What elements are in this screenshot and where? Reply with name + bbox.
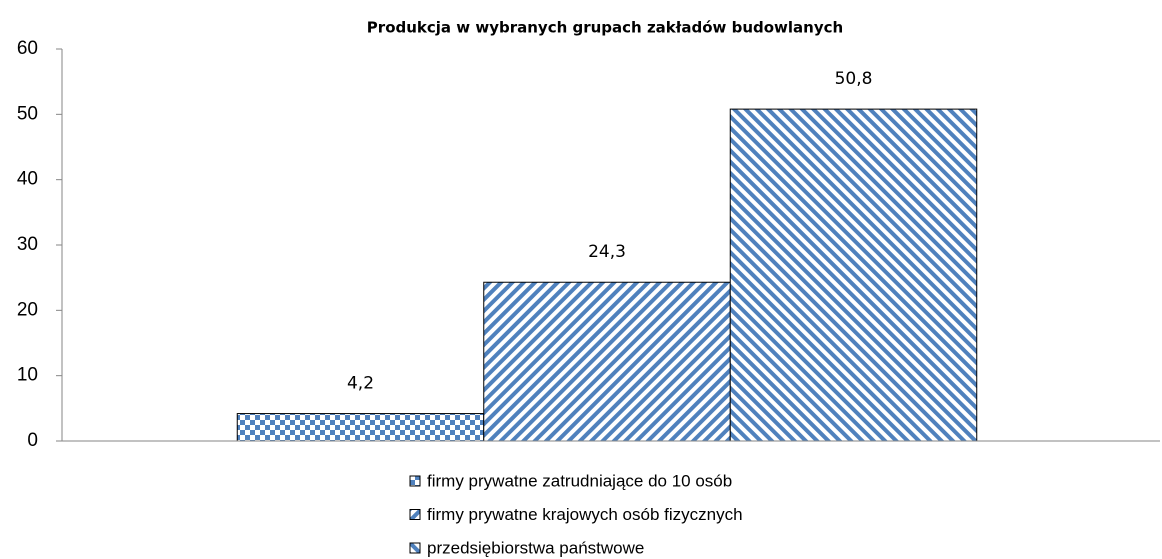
bar <box>729 108 978 442</box>
y-tick-label: 20 <box>17 299 38 320</box>
data-label: 4,2 <box>347 374 374 394</box>
chart-title: Produkcja w wybranych grupach zakładów b… <box>367 19 843 37</box>
y-tick-label: 0 <box>27 430 38 451</box>
legend-label: firmy prywatne krajowych osób fizycznych <box>427 505 743 524</box>
y-tick-label: 40 <box>17 169 38 190</box>
legend-swatch <box>409 509 421 520</box>
legend-swatch <box>409 542 421 554</box>
legend-swatch <box>409 475 421 487</box>
bar <box>483 281 731 442</box>
legend-label: firmy prywatne zatrudniające do 10 osób <box>427 471 732 490</box>
data-label: 50,8 <box>835 69 873 89</box>
legend-label: przedsiębiorstwa państwowe <box>427 538 644 557</box>
y-tick-label: 30 <box>17 234 38 255</box>
bar <box>236 413 485 442</box>
y-tick-label: 50 <box>17 103 38 124</box>
y-tick-label: 10 <box>17 365 38 386</box>
y-tick-label: 60 <box>17 38 38 59</box>
data-label: 24,3 <box>588 242 626 262</box>
